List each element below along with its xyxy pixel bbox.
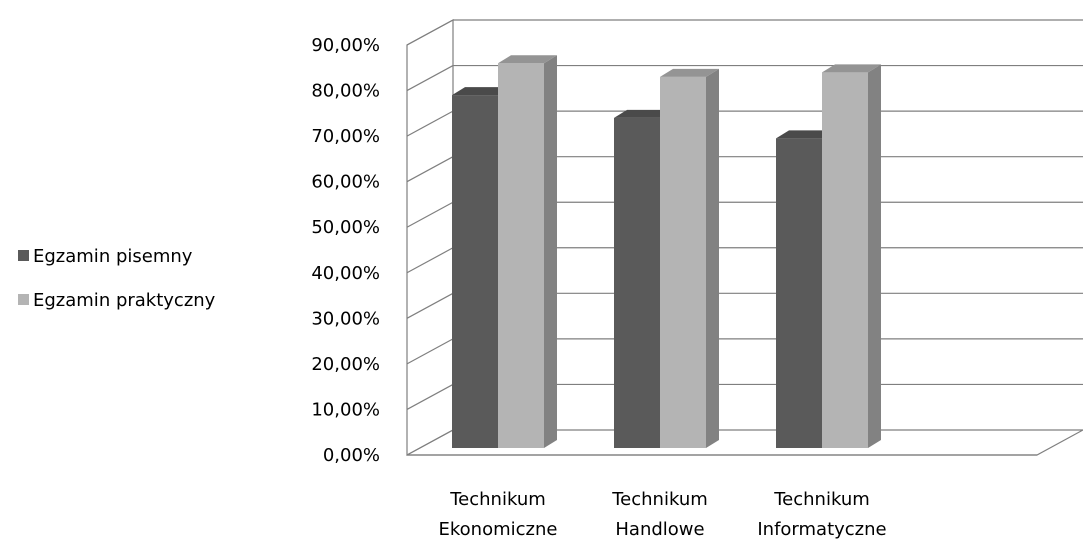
y-tick-label: 0,00% [323, 445, 380, 466]
bar [498, 55, 557, 448]
bar-top [660, 68, 719, 77]
bar-side [868, 64, 881, 448]
x-category-label: Informatyczne [757, 519, 886, 540]
bar-top [498, 55, 557, 64]
chart-gridlines [406, 19, 1083, 410]
y-tick-label: 80,00% [311, 81, 380, 102]
gridline-side [406, 247, 454, 274]
x-axis-categories: Technikum Ekonomiczne Technikum Handlowe Tec… [439, 489, 887, 540]
legend: Egzamin pisemny Egzamin praktyczny [18, 246, 216, 311]
y-tick-label: 70,00% [311, 126, 380, 147]
x-category-label: Technikum [449, 489, 546, 510]
side-wall [406, 18, 454, 457]
legend-swatch [18, 294, 29, 305]
bar-side [544, 55, 557, 448]
y-tick-label: 50,00% [311, 217, 380, 238]
bar-front [614, 117, 660, 448]
gridline-side [406, 19, 454, 46]
x-category-label: Handlowe [615, 519, 704, 540]
y-tick-label: 90,00% [311, 35, 380, 56]
x-category-label: Technikum [773, 489, 870, 510]
y-tick-label: 10,00% [311, 399, 380, 420]
bar-front [498, 63, 544, 448]
y-tick-label: 30,00% [311, 308, 380, 329]
gridline-side [406, 65, 454, 92]
bar-top [614, 109, 673, 118]
bar-front [660, 76, 706, 448]
bar-top [452, 87, 511, 96]
y-tick-label: 20,00% [311, 354, 380, 375]
bar-front [452, 95, 498, 448]
legend-label: Egzamin pisemny [33, 246, 193, 267]
x-category-label: Ekonomiczne [439, 519, 558, 540]
bar-front [822, 72, 868, 448]
legend-swatch [18, 250, 29, 261]
gridline-side [406, 110, 454, 137]
x-category-label: Technikum [611, 489, 708, 510]
gridline-side [406, 156, 454, 183]
gridline-side [406, 338, 454, 365]
bar-side [706, 68, 719, 448]
gridline-side [406, 292, 454, 319]
gridline-side [406, 383, 454, 410]
bar [660, 68, 719, 448]
bars [452, 55, 881, 448]
y-tick-label: 60,00% [311, 172, 380, 193]
bar-top [776, 130, 835, 139]
legend-label: Egzamin praktyczny [33, 290, 216, 311]
y-tick-label: 40,00% [311, 263, 380, 284]
y-axis-ticks: 0,00% 10,00% 20,00% 30,00% 40,00% 50,00% 60,00… [311, 35, 380, 466]
bar-top [822, 64, 881, 73]
bar-front [776, 138, 822, 448]
bar [822, 64, 881, 448]
gridline-side [406, 201, 454, 228]
